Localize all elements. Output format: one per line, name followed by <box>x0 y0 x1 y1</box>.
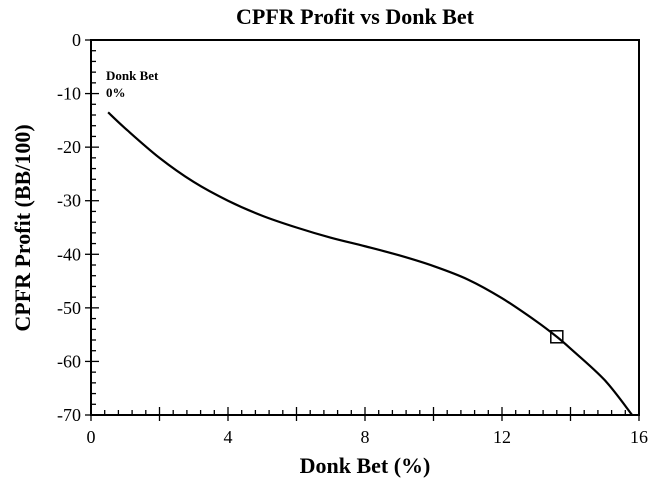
y-tick-label: -50 <box>57 298 81 318</box>
square-marker <box>550 330 564 344</box>
series-line <box>107 111 634 416</box>
plot-frame <box>90 39 640 416</box>
y-tick-label: -70 <box>57 405 81 425</box>
y-tick-label: -30 <box>57 191 81 211</box>
x-axis-label: Donk Bet (%) <box>300 453 431 478</box>
y-tick-labels: 0 -10 -20 -30 -40 -50 -60 -70 <box>57 30 81 425</box>
annotation-line1: Donk Bet <box>106 68 159 83</box>
x-tick-label: 4 <box>224 427 233 447</box>
ticks <box>85 39 640 421</box>
y-tick-label: 0 <box>72 30 81 50</box>
x-tick-label: 12 <box>493 427 511 447</box>
annotation-line2: 0% <box>106 85 126 100</box>
chart-title: CPFR Profit vs Donk Bet <box>236 4 475 29</box>
x-tick-label: 8 <box>361 427 370 447</box>
x-tick-label: 0 <box>87 427 96 447</box>
x-tick-labels: 0 4 8 12 16 <box>87 427 649 447</box>
y-tick-label: -20 <box>57 137 81 157</box>
y-tick-label: -10 <box>57 84 81 104</box>
y-axis-label: CPFR Profit (BB/100) <box>10 124 35 331</box>
x-tick-label: 16 <box>630 427 648 447</box>
y-tick-label: -60 <box>57 351 81 371</box>
y-tick-label: -40 <box>57 244 81 264</box>
